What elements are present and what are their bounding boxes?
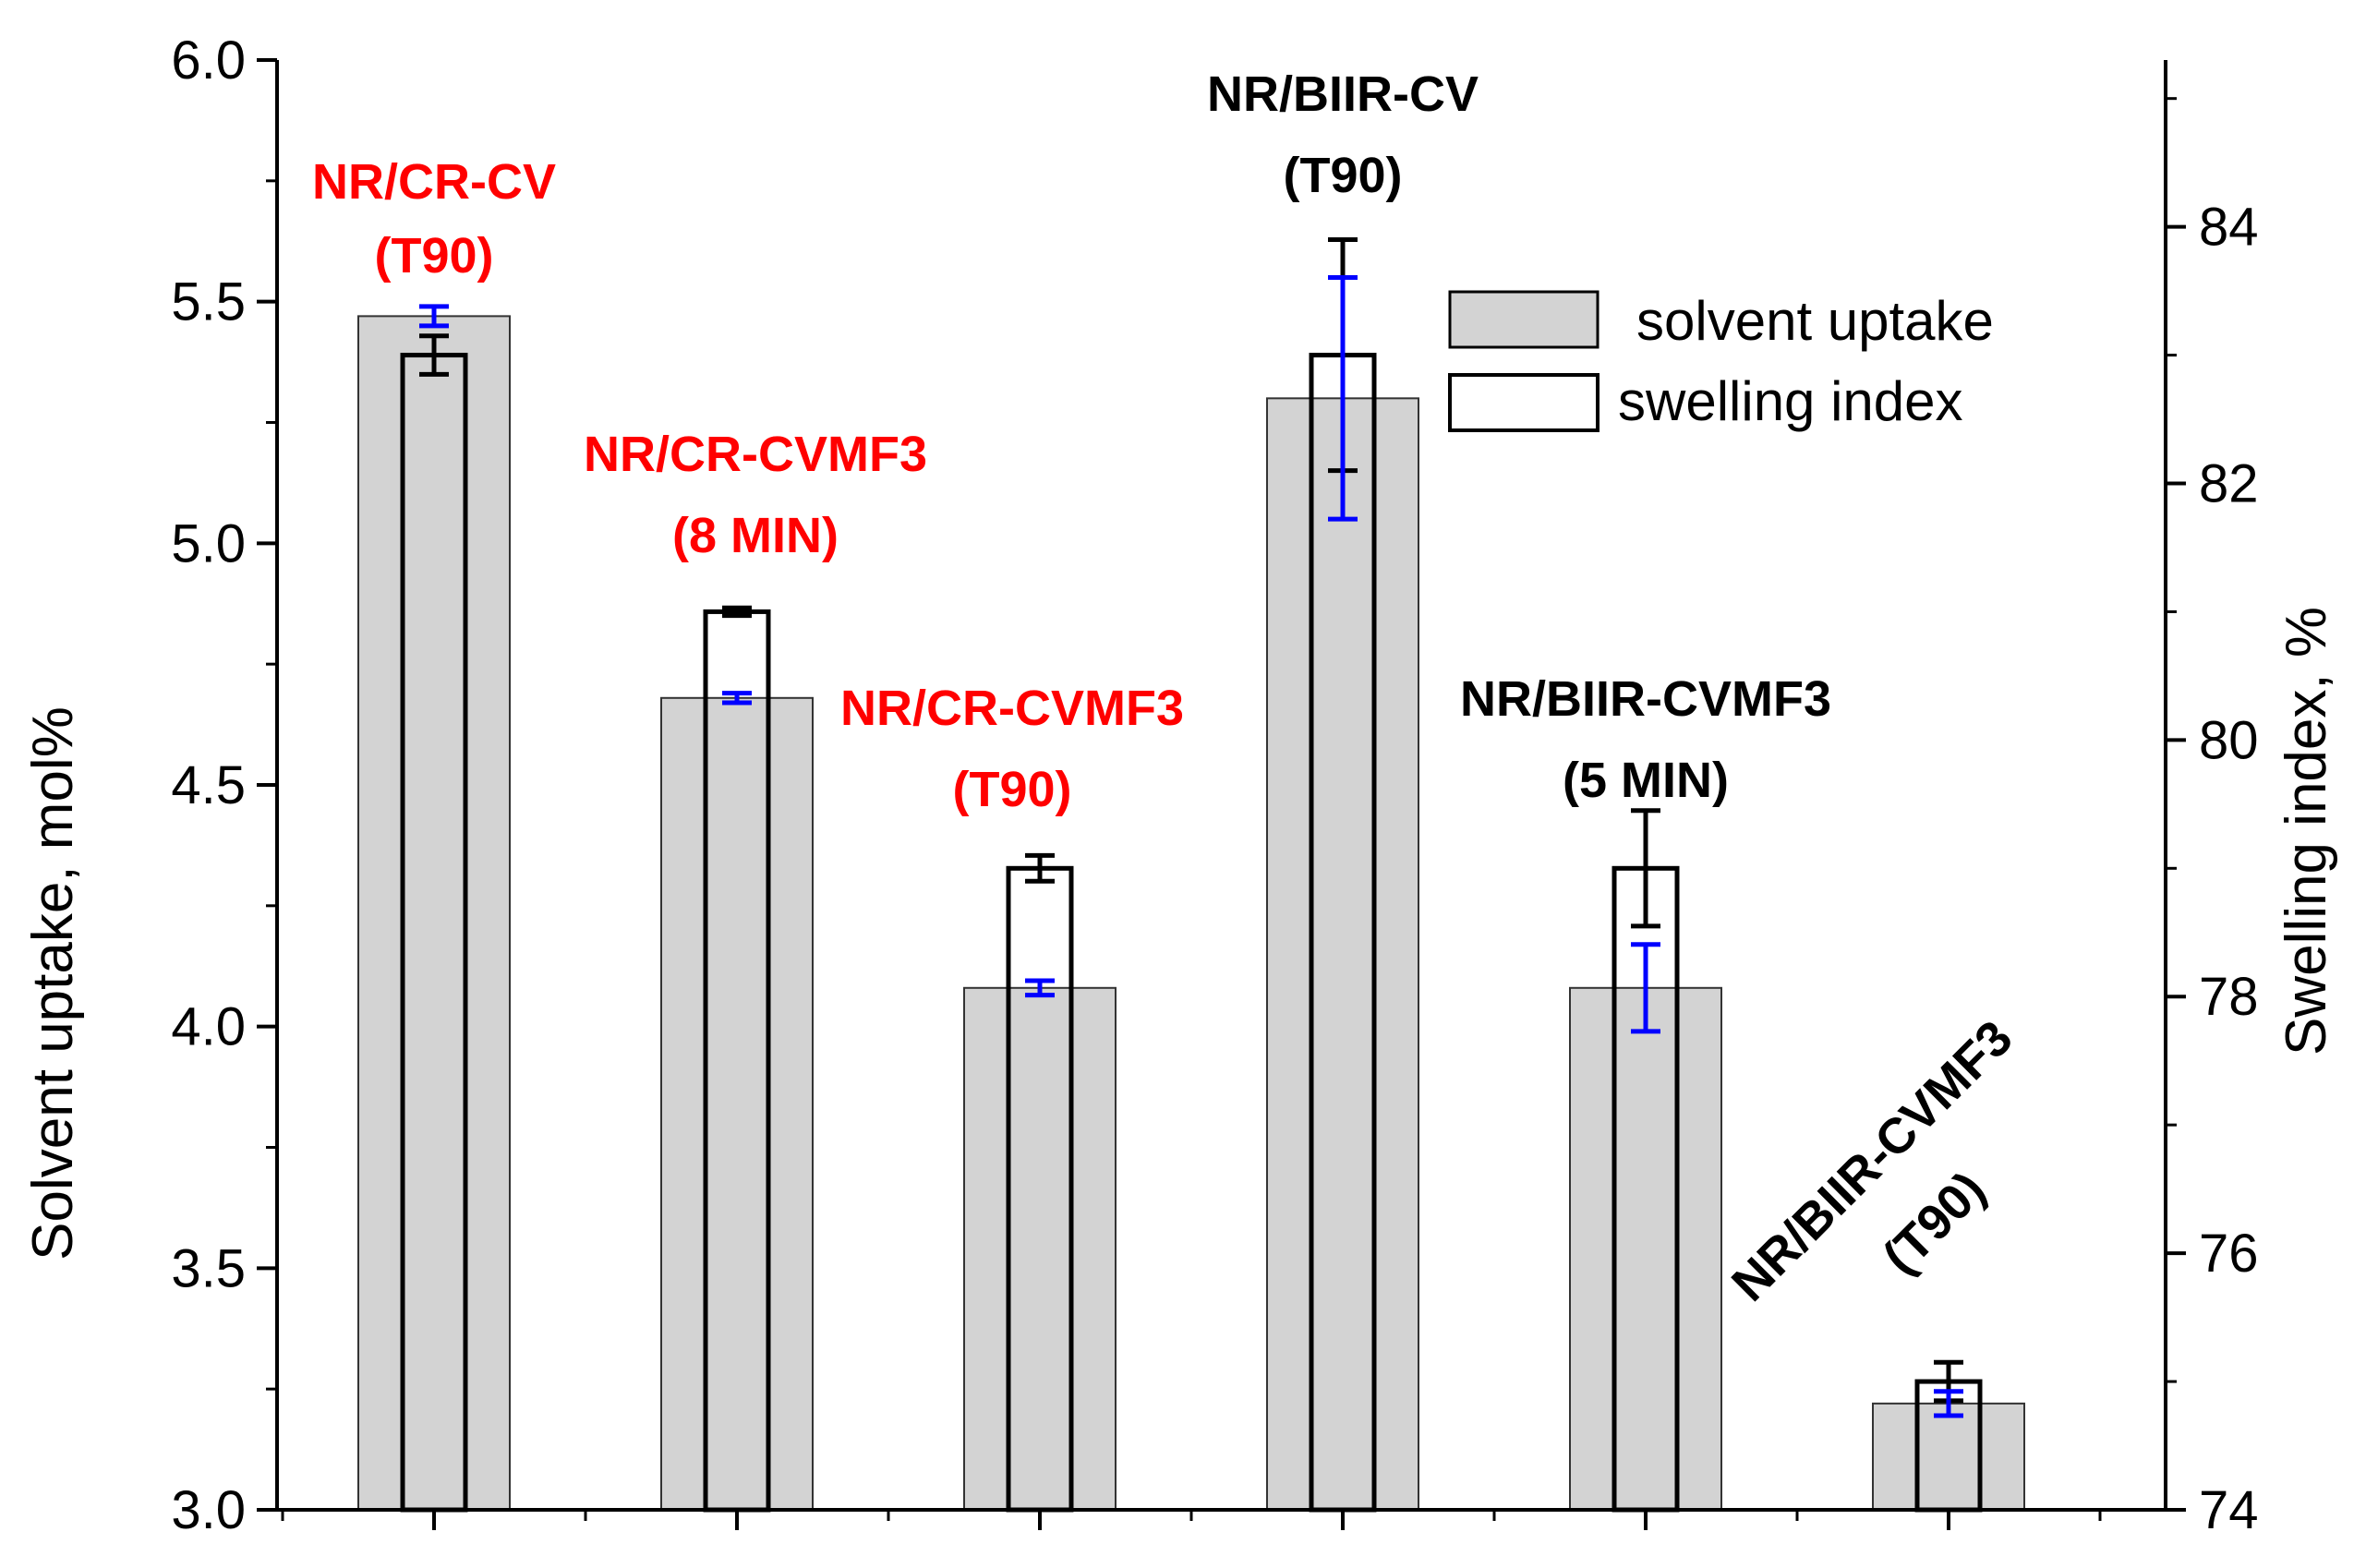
solvent-uptake-bar bbox=[1872, 1402, 2025, 1512]
bar-annotation-line: NR/CR-CV bbox=[312, 154, 556, 210]
y-left-tick-label: 5.0 bbox=[171, 513, 246, 573]
solvent-uptake-bar bbox=[963, 986, 1117, 1512]
y-right-tick-label: 78 bbox=[2199, 967, 2259, 1027]
bar-annotation-line: (T90) bbox=[1283, 148, 1402, 203]
bar-annotation-line: NR/BIIR-CVMF3 bbox=[1460, 671, 1831, 727]
swelling-index-error-bar bbox=[722, 605, 752, 619]
y-left-tick-label: 3.0 bbox=[171, 1480, 246, 1540]
bar-annotation-line: (8 MIN) bbox=[672, 508, 839, 563]
y-left-tick-label: 5.5 bbox=[171, 272, 246, 332]
swelling-index-error-bar bbox=[1631, 808, 1660, 929]
bar-annotation-line: NR/CR-CVMF3 bbox=[840, 681, 1184, 736]
axes bbox=[275, 60, 2167, 1512]
error-bars bbox=[419, 237, 1963, 1418]
solvent-uptake-bar bbox=[1569, 986, 1722, 1512]
bar-annotation-line: NR/BIIR-CV bbox=[1207, 66, 1479, 122]
ticks: 3.0 3.5 4.0 4.5 5.0 5.5 6.0 74 76 78 80 82 84 bbox=[171, 30, 2258, 1540]
y-right-tick-label: 80 bbox=[2199, 710, 2259, 770]
bar-annotation: NR/BIIR-CVMF3(T90) bbox=[1721, 1010, 2023, 1312]
solvent-uptake-bar bbox=[660, 696, 814, 1511]
solvent-uptake-error-bar bbox=[722, 691, 752, 706]
y-left-tick-label: 4.0 bbox=[171, 997, 246, 1057]
solvent-uptake-error-bar bbox=[1631, 942, 1660, 1034]
solvent-uptake-error-bar bbox=[1328, 275, 1358, 522]
y-right-tick-label: 82 bbox=[2199, 453, 2259, 513]
bar-annotation-line: (T90) bbox=[952, 762, 1071, 817]
solvent-uptake-error-bar bbox=[1934, 1389, 1963, 1418]
y-right-axis-title: Swelling index, % bbox=[2275, 607, 2338, 1055]
swelling-index-error-bar bbox=[419, 333, 449, 377]
swelling-index-bars bbox=[400, 353, 1983, 1513]
bar-annotation: NR/CR-CVMF3 (8 MIN) bbox=[584, 427, 927, 563]
bar-annotation-line: NR/BIIR-CVMF3 bbox=[1721, 1010, 2023, 1312]
solvent-uptake-bar bbox=[1266, 397, 1419, 1511]
bar-annotation-line: (T90) bbox=[374, 228, 493, 283]
bar-annotation: NR/BIIR-CVMF3 (5 MIN) bbox=[1460, 671, 1831, 808]
swelling-index-error-bar bbox=[1025, 852, 1055, 884]
bar-annotation: NR/CR-CVMF3 (T90) bbox=[840, 681, 1184, 817]
y-left-axis-title: Solvent uptake, mol% bbox=[21, 706, 85, 1260]
solvent-uptake-error-bar bbox=[1025, 978, 1055, 998]
solvent-uptake-bar bbox=[357, 315, 511, 1511]
legend-swatch-swelling-index bbox=[1448, 373, 1599, 432]
bar-annotation-line: NR/CR-CVMF3 bbox=[584, 427, 927, 482]
annotations: NR/CR-CV(T90)NR/CR-CVMF3(8 MIN)NR/CR-CVM… bbox=[312, 66, 2023, 1312]
y-right-tick-label: 74 bbox=[2199, 1480, 2259, 1540]
y-left-tick-label: 3.5 bbox=[171, 1238, 246, 1298]
bar-annotation: NR/BIIR-CV (T90) bbox=[1207, 66, 1479, 203]
y-left-tick-label: 6.0 bbox=[171, 30, 246, 90]
solvent-uptake-bars bbox=[357, 315, 2025, 1512]
legend-label-solvent-uptake: solvent uptake bbox=[1636, 290, 1994, 352]
bar-annotation: NR/CR-CV (T90) bbox=[312, 154, 556, 283]
y-left-tick-label: 4.5 bbox=[171, 755, 246, 815]
solvent-uptake-error-bar bbox=[419, 304, 449, 329]
bar-annotation-line: (5 MIN) bbox=[1563, 753, 1729, 808]
legend-label-swelling-index: swelling index bbox=[1618, 370, 1963, 432]
legend-swatch-solvent-uptake bbox=[1448, 290, 1599, 349]
y-right-tick-label: 76 bbox=[2199, 1224, 2259, 1284]
y-right-tick-label: 84 bbox=[2199, 198, 2259, 258]
legend: solvent uptake swelling index bbox=[1448, 290, 1994, 432]
